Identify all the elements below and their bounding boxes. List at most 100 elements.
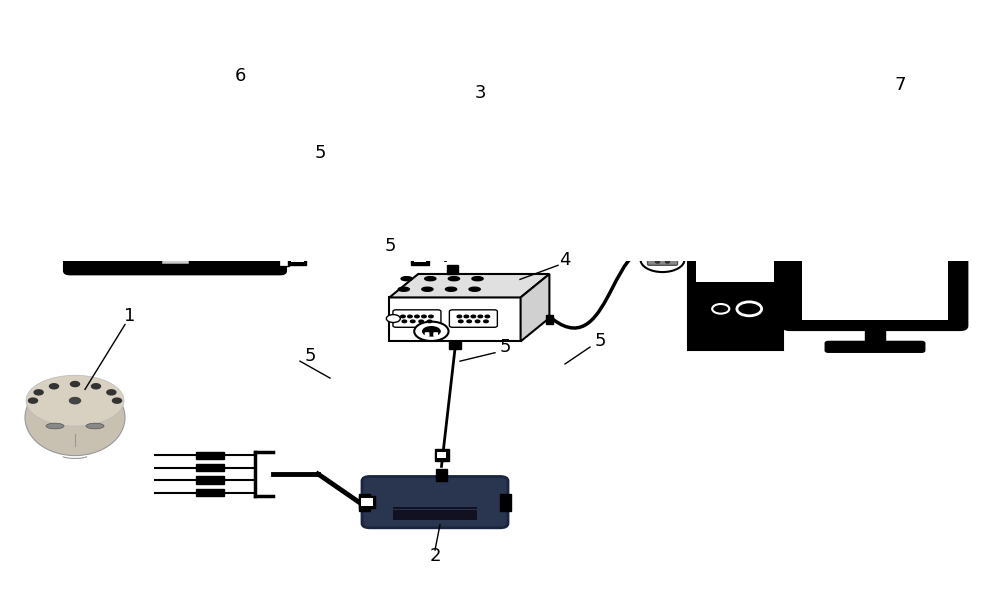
- FancyBboxPatch shape: [288, 252, 306, 265]
- Ellipse shape: [448, 277, 460, 280]
- FancyBboxPatch shape: [411, 252, 429, 265]
- Circle shape: [640, 247, 684, 272]
- Circle shape: [401, 315, 405, 318]
- FancyBboxPatch shape: [64, 242, 286, 274]
- Circle shape: [50, 384, 59, 389]
- FancyBboxPatch shape: [648, 254, 678, 266]
- Circle shape: [471, 315, 476, 318]
- Text: 5: 5: [314, 144, 326, 161]
- Circle shape: [660, 257, 664, 260]
- Ellipse shape: [422, 287, 433, 291]
- Circle shape: [712, 304, 729, 314]
- FancyBboxPatch shape: [196, 489, 224, 496]
- Circle shape: [485, 315, 490, 318]
- Circle shape: [386, 315, 400, 322]
- FancyBboxPatch shape: [449, 341, 461, 349]
- Ellipse shape: [445, 287, 457, 291]
- Circle shape: [70, 398, 80, 404]
- FancyBboxPatch shape: [393, 310, 441, 327]
- FancyBboxPatch shape: [362, 477, 508, 528]
- Ellipse shape: [46, 423, 64, 429]
- Circle shape: [408, 315, 412, 318]
- Text: 5: 5: [594, 332, 606, 350]
- FancyBboxPatch shape: [437, 451, 446, 459]
- Circle shape: [457, 315, 462, 318]
- FancyBboxPatch shape: [359, 494, 370, 511]
- Text: 6: 6: [234, 68, 246, 86]
- Circle shape: [107, 390, 116, 395]
- FancyBboxPatch shape: [277, 251, 289, 266]
- Text: 5: 5: [304, 346, 316, 365]
- FancyBboxPatch shape: [825, 341, 925, 352]
- FancyBboxPatch shape: [393, 512, 477, 515]
- Circle shape: [656, 261, 660, 263]
- Ellipse shape: [425, 277, 436, 280]
- Ellipse shape: [401, 277, 412, 280]
- Text: 1: 1: [124, 307, 136, 325]
- FancyBboxPatch shape: [449, 310, 497, 327]
- Circle shape: [459, 320, 463, 323]
- Ellipse shape: [25, 380, 125, 456]
- Circle shape: [668, 257, 672, 260]
- FancyBboxPatch shape: [865, 326, 885, 343]
- FancyBboxPatch shape: [696, 259, 774, 282]
- FancyBboxPatch shape: [546, 315, 553, 324]
- Ellipse shape: [469, 287, 480, 291]
- FancyBboxPatch shape: [393, 509, 477, 512]
- Circle shape: [112, 398, 122, 403]
- Circle shape: [411, 320, 415, 323]
- Circle shape: [28, 398, 38, 403]
- FancyBboxPatch shape: [389, 297, 521, 341]
- Circle shape: [34, 390, 43, 395]
- FancyBboxPatch shape: [447, 265, 458, 274]
- FancyBboxPatch shape: [393, 507, 477, 509]
- Text: 7: 7: [894, 76, 906, 94]
- Circle shape: [422, 315, 426, 318]
- Circle shape: [666, 261, 670, 263]
- FancyBboxPatch shape: [196, 451, 224, 459]
- Polygon shape: [389, 274, 549, 297]
- Circle shape: [652, 257, 656, 260]
- Text: 3: 3: [474, 84, 486, 102]
- FancyBboxPatch shape: [89, 122, 261, 212]
- Ellipse shape: [472, 277, 483, 280]
- FancyBboxPatch shape: [802, 237, 948, 321]
- Text: 5: 5: [384, 237, 396, 255]
- Circle shape: [402, 320, 407, 323]
- Circle shape: [415, 315, 419, 318]
- FancyBboxPatch shape: [162, 254, 188, 263]
- FancyBboxPatch shape: [441, 180, 449, 186]
- Circle shape: [92, 384, 100, 389]
- FancyBboxPatch shape: [414, 254, 426, 263]
- Circle shape: [478, 315, 483, 318]
- Polygon shape: [521, 274, 549, 341]
- FancyBboxPatch shape: [696, 209, 774, 228]
- FancyBboxPatch shape: [361, 498, 373, 506]
- FancyBboxPatch shape: [688, 203, 782, 350]
- FancyBboxPatch shape: [280, 252, 288, 265]
- FancyBboxPatch shape: [196, 477, 224, 484]
- Circle shape: [467, 320, 471, 323]
- FancyBboxPatch shape: [440, 246, 450, 252]
- Circle shape: [464, 315, 469, 318]
- FancyBboxPatch shape: [393, 518, 477, 520]
- FancyBboxPatch shape: [438, 245, 452, 255]
- Circle shape: [429, 315, 433, 318]
- FancyBboxPatch shape: [393, 515, 477, 518]
- FancyBboxPatch shape: [196, 464, 224, 471]
- FancyBboxPatch shape: [500, 494, 511, 511]
- FancyBboxPatch shape: [359, 496, 375, 508]
- Text: 4: 4: [559, 251, 571, 269]
- FancyBboxPatch shape: [434, 450, 448, 460]
- FancyBboxPatch shape: [425, 332, 429, 337]
- Text: 5: 5: [499, 338, 511, 356]
- Circle shape: [427, 320, 432, 323]
- Ellipse shape: [398, 287, 409, 291]
- Circle shape: [737, 302, 762, 316]
- FancyBboxPatch shape: [433, 332, 438, 337]
- Ellipse shape: [26, 376, 124, 426]
- Circle shape: [440, 157, 450, 163]
- Circle shape: [422, 326, 441, 337]
- FancyBboxPatch shape: [291, 254, 304, 263]
- Circle shape: [414, 322, 449, 341]
